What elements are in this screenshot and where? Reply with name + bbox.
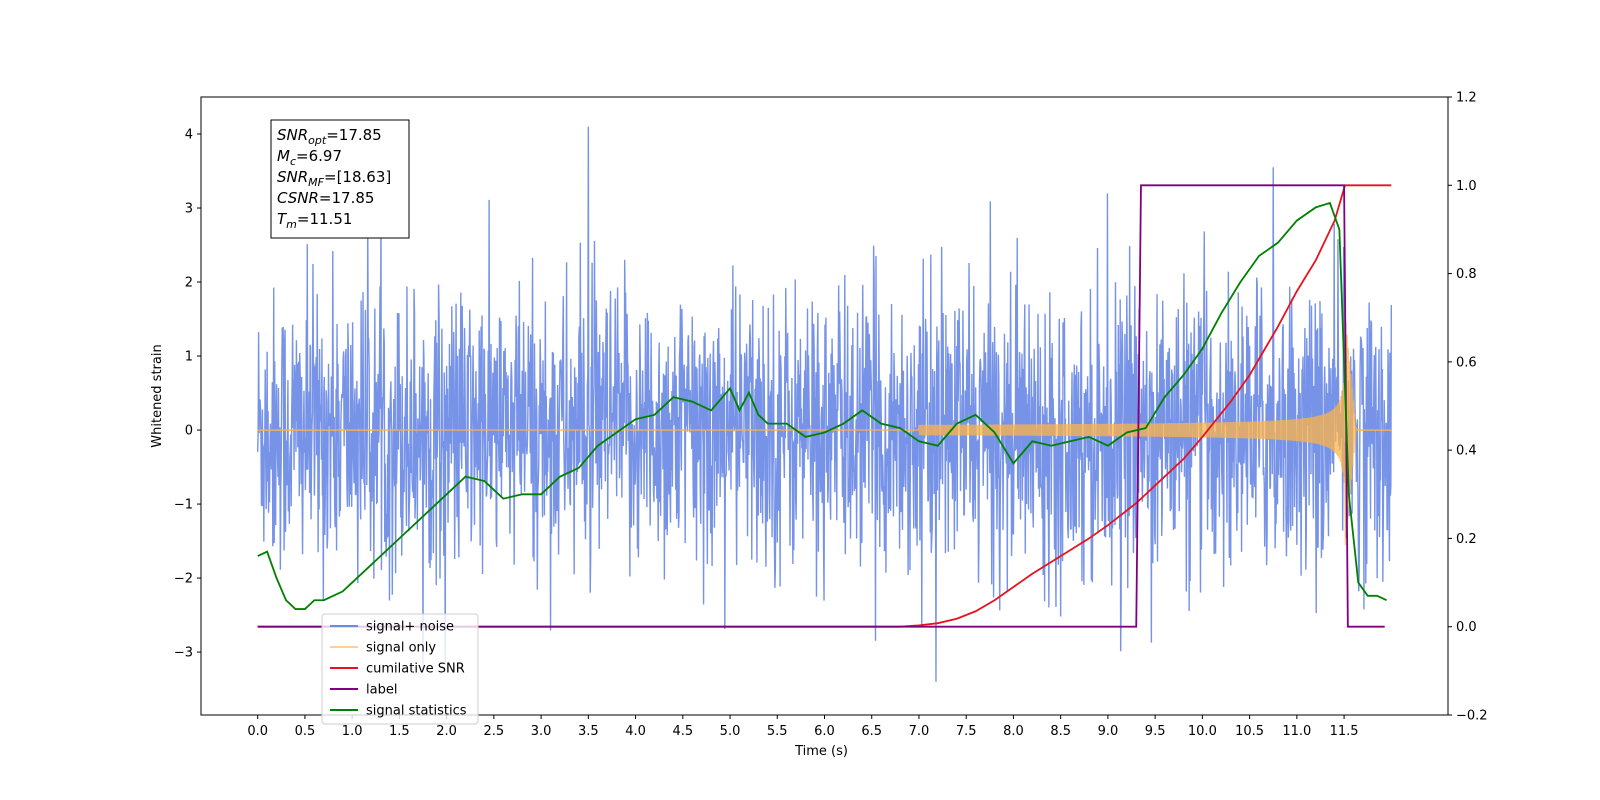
legend-entry-label: signal statistics: [366, 704, 467, 719]
y-left-tick-label: 0: [185, 424, 193, 439]
series-signal-statistics-line: [257, 201, 1387, 610]
x-axis-label: Time (s): [794, 744, 848, 759]
y-left-tick-label: 3: [185, 202, 193, 217]
y-right-tick-label: 0.6: [1456, 355, 1477, 370]
x-tick-label: 11.0: [1282, 724, 1311, 739]
y-left-tick-label: −2: [174, 572, 193, 587]
y-right-tick-label: 1.2: [1456, 91, 1477, 106]
x-tick-label: 9.0: [1098, 724, 1119, 739]
axes: 0.0 0.5 1.0 1.5 2.0 2.5 3.0 3.5 4.0 4.5 5.0 5.5 6.0 6…: [150, 91, 1488, 760]
y-left-tick-label: 2: [185, 276, 193, 291]
x-tick-label: 0.5: [295, 724, 316, 739]
info-box-line: CSNR=17.85: [277, 189, 374, 207]
series-label-line: [257, 184, 1385, 628]
series-signal-noise-line: [256, 126, 1393, 682]
y-right-tick-label: 0.4: [1456, 444, 1477, 459]
x-tick-label: 1.0: [342, 724, 363, 739]
x-tick-label: 10.5: [1235, 724, 1264, 739]
y-right-tick-label: 0.8: [1456, 267, 1477, 282]
info-box: SNRopt=17.85Mc=6.97SNRMF=[18.63]CSNR=17.…: [270, 119, 410, 239]
legend: signal+ noise signal only cumilative SNR la…: [321, 613, 479, 725]
info-box-line: SNRMF=[18.63]: [277, 168, 391, 189]
y-right-tick-label: 0.0: [1456, 620, 1477, 635]
x-tick-label: 9.5: [1145, 724, 1166, 739]
x-tick-label: 3.5: [578, 724, 599, 739]
info-box-line: Tm=11.51: [277, 210, 352, 231]
y-left-tick-label: 4: [185, 128, 193, 143]
x-tick-label: 7.0: [909, 724, 930, 739]
x-tick-label: 4.0: [625, 724, 646, 739]
legend-frame: [321, 613, 479, 725]
x-tick-label: 2.5: [484, 724, 505, 739]
x-tick-label: 6.0: [814, 724, 835, 739]
x-tick-label: 8.0: [1003, 724, 1024, 739]
info-box-line: SNRopt=17.85: [277, 126, 382, 147]
x-tick-label: 2.0: [436, 724, 457, 739]
legend-entry-label: label: [366, 683, 397, 698]
series-cumilative-snr-line: [257, 184, 1392, 628]
x-tick-label: 0.0: [247, 724, 268, 739]
y-right-tick-label: 0.2: [1456, 532, 1477, 547]
info-box-frame: [270, 119, 410, 239]
y-right-tick-label: 1.0: [1456, 179, 1477, 194]
plot-area: [256, 126, 1393, 682]
x-tick-label: 1.5: [389, 724, 410, 739]
y-left-tick-label: −3: [174, 646, 193, 661]
x-tick-label: 6.5: [861, 724, 882, 739]
x-tick-label: 8.5: [1050, 724, 1071, 739]
x-tick-label: 4.5: [672, 724, 693, 739]
y-right-tick-label: −0.2: [1456, 709, 1488, 724]
legend-entry-label: signal+ noise: [366, 620, 454, 635]
series-signal-only-line: [257, 321, 1392, 546]
legend-entry-label: signal only: [366, 641, 436, 656]
x-tick-label: 5.0: [720, 724, 741, 739]
y-axis-label: Whitened strain: [150, 344, 165, 447]
x-tick-label: 5.5: [767, 724, 788, 739]
info-box-line: Mc=6.97: [277, 147, 342, 168]
x-tick-label: 10.0: [1188, 724, 1217, 739]
x-tick-label: 11.5: [1330, 724, 1359, 739]
x-tick-label: 7.5: [956, 724, 977, 739]
legend-entry-label: cumilative SNR: [366, 662, 465, 677]
x-tick-label: 3.0: [531, 724, 552, 739]
y-left-tick-label: 1: [185, 350, 193, 365]
y-left-tick-label: −1: [174, 498, 193, 513]
